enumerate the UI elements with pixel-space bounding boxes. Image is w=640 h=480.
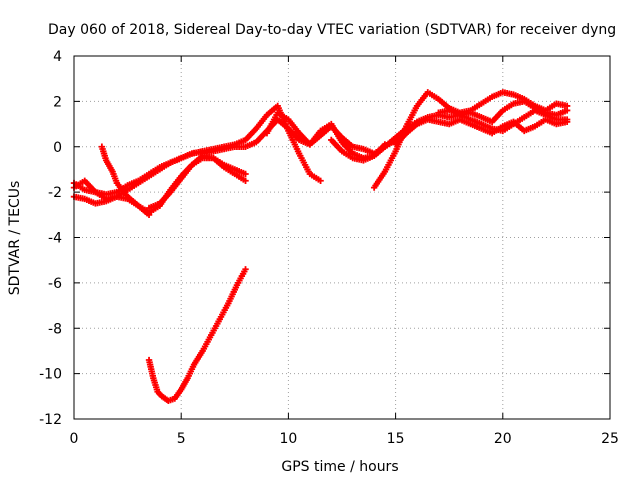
x-tick-label: 5 (177, 431, 186, 447)
series-arc-12 (145, 266, 249, 405)
data-point (563, 116, 571, 123)
x-tick-label: 25 (601, 431, 619, 447)
x-tick-label: 20 (494, 431, 512, 447)
y-tick-label: -2 (48, 185, 62, 201)
y-tick-label: -12 (39, 412, 62, 428)
data-point (242, 170, 249, 178)
x-tick-label: 10 (279, 431, 297, 447)
series-arc-4 (98, 143, 153, 219)
data-point (242, 177, 249, 184)
series-arc-5 (145, 152, 249, 212)
series-arc-3 (70, 148, 206, 203)
y-axis-label: SDTVAR / TECUs (7, 181, 23, 296)
series-arc-11 (435, 107, 571, 135)
chart-title: Day 060 of 2018, Sidereal Day-to-day VTE… (48, 22, 616, 38)
y-tick-label: -8 (48, 321, 62, 337)
y-tick-label: 0 (53, 140, 62, 156)
x-axis-label: GPS time / hours (281, 459, 398, 475)
data-point (145, 211, 153, 219)
y-tick-label: -4 (48, 231, 62, 247)
x-tick-label: 15 (387, 431, 405, 447)
data-point (317, 177, 324, 184)
x-tick-label: 0 (70, 431, 79, 447)
axis-ticks (73, 55, 611, 420)
data-points (70, 89, 571, 405)
data-point (242, 266, 249, 273)
y-tick-label: 4 (53, 49, 62, 65)
y-tick-label: 2 (53, 94, 62, 110)
y-tick-label: -10 (39, 367, 62, 383)
data-point (563, 102, 571, 110)
y-tick-label: -6 (48, 276, 62, 292)
